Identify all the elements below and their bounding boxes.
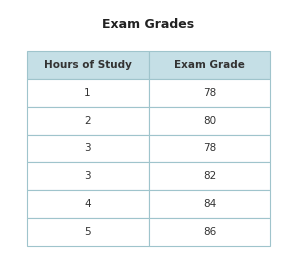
Text: Exam Grades: Exam Grades: [102, 18, 195, 31]
Text: 1: 1: [84, 88, 91, 98]
Bar: [148, 135, 270, 162]
Text: 4: 4: [84, 199, 91, 209]
Bar: [27, 107, 148, 135]
Text: 84: 84: [203, 199, 216, 209]
Bar: [148, 190, 270, 218]
Text: Hours of Study: Hours of Study: [44, 60, 132, 70]
Bar: [27, 218, 148, 246]
Bar: [148, 79, 270, 107]
Text: 3: 3: [84, 143, 91, 154]
Bar: [27, 190, 148, 218]
Bar: [148, 218, 270, 246]
Text: Exam Grade: Exam Grade: [174, 60, 245, 70]
Text: 78: 78: [203, 88, 216, 98]
Bar: [148, 162, 270, 190]
Text: 2: 2: [84, 116, 91, 126]
Bar: [148, 107, 270, 135]
Text: 3: 3: [84, 171, 91, 181]
Bar: [27, 79, 148, 107]
Bar: [27, 135, 148, 162]
Text: 86: 86: [203, 227, 216, 237]
Bar: [27, 51, 148, 79]
Bar: [27, 162, 148, 190]
Text: 82: 82: [203, 171, 216, 181]
Bar: [148, 51, 270, 79]
Text: 78: 78: [203, 143, 216, 154]
Text: 80: 80: [203, 116, 216, 126]
Text: 5: 5: [84, 227, 91, 237]
